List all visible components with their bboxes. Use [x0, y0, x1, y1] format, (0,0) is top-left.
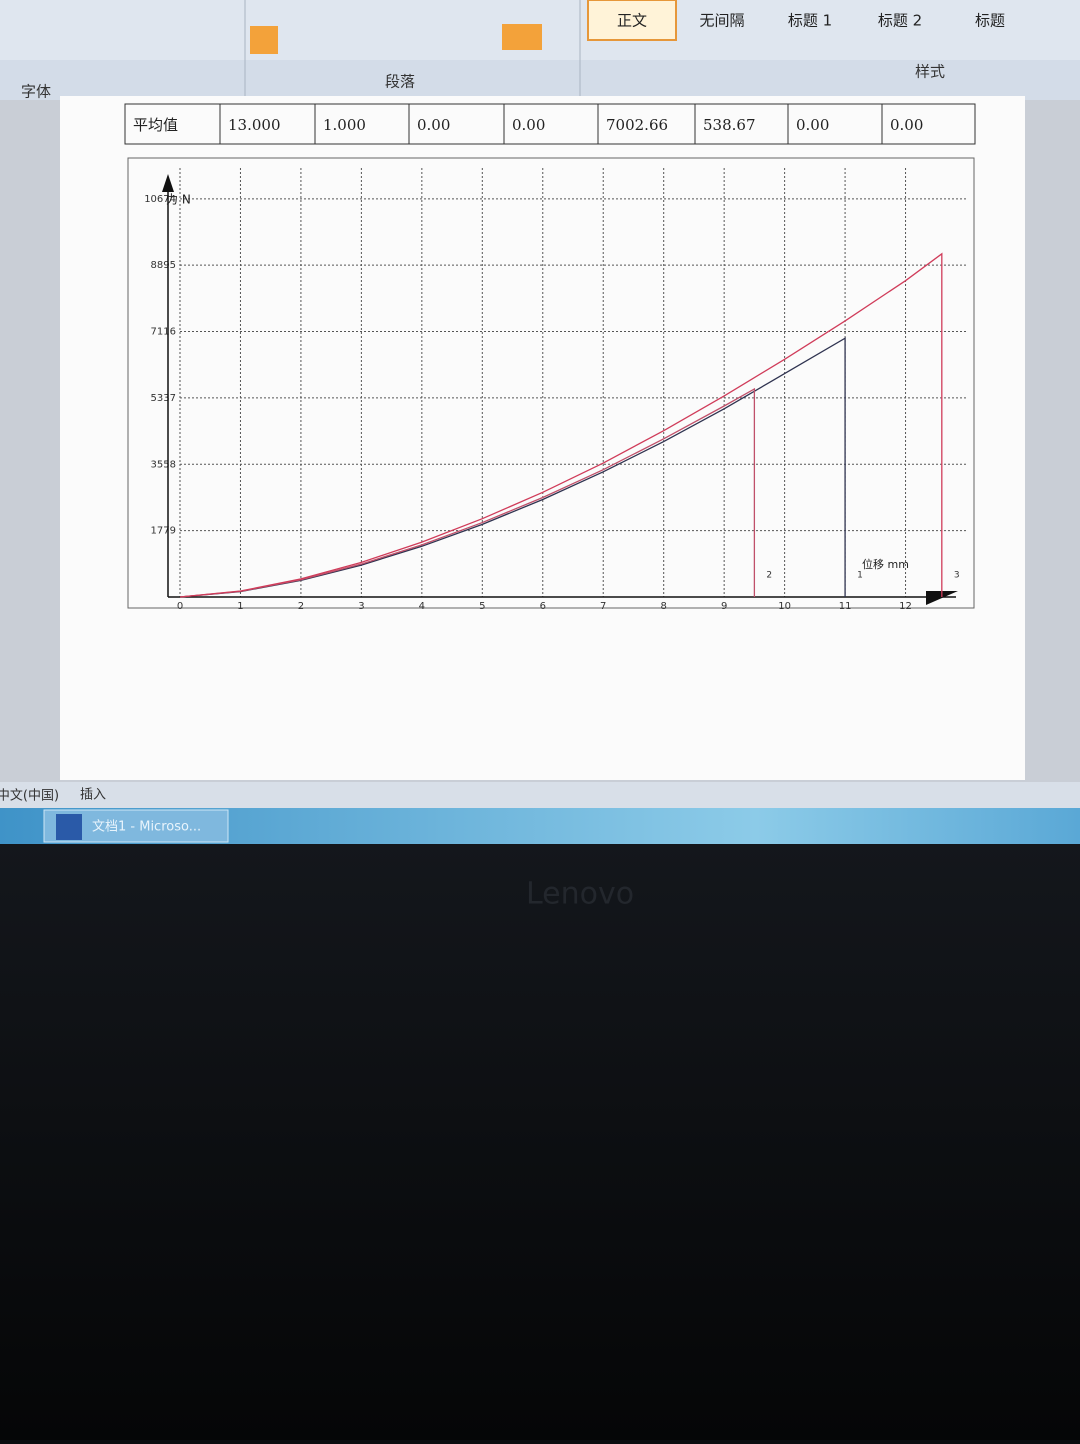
table-cell-text: 平均值	[133, 116, 178, 134]
y-tick-label: 7116	[151, 327, 176, 338]
y-tick-label: 8895	[151, 260, 176, 271]
style-name: 标题 2	[878, 12, 922, 30]
taskbar-window-title: 文档1 - Microso...	[92, 820, 201, 835]
y-tick-label: 3558	[151, 459, 176, 470]
x-tick-label: 1	[237, 601, 243, 612]
series-label: 3	[954, 571, 960, 581]
status-bar	[0, 782, 1080, 808]
status-language: 中文(中国)	[0, 789, 59, 804]
x-tick-label: 11	[839, 601, 852, 612]
table-cell-text: 0.00	[417, 116, 450, 134]
table-cell	[881, 103, 976, 145]
group-label: 样式	[915, 63, 945, 81]
style-name: 正文	[617, 12, 647, 30]
x-tick-label: 2	[298, 601, 304, 612]
table-cell-text: 7002.66	[606, 116, 668, 134]
x-tick-label: 8	[661, 601, 667, 612]
data-line	[179, 387, 756, 598]
x-tick-label: 4	[419, 601, 425, 612]
x-tick-label: 9	[721, 601, 727, 612]
monitor-brand: Lenovo	[526, 877, 634, 912]
align-left-button[interactable]	[250, 26, 278, 54]
group-label: 字体	[21, 83, 51, 101]
table-cell-text: 13.000	[228, 116, 281, 134]
style-name: 标题	[975, 12, 1005, 30]
y-tick-label: 10674	[144, 194, 176, 205]
y-axis-arrow	[162, 174, 174, 192]
word-icon	[56, 814, 82, 840]
data-line	[179, 252, 943, 598]
monitor-bezel	[0, 840, 1080, 1440]
table-cell-text: 0.00	[512, 116, 545, 134]
series-label: 2	[766, 571, 772, 581]
x-axis-label: 位移 mm	[862, 557, 909, 571]
x-tick-label: 7	[600, 601, 606, 612]
y-axis-label: 力 N	[166, 193, 191, 207]
x-tick-label: 5	[479, 601, 485, 612]
y-tick-label: 5337	[151, 393, 176, 404]
table-cell-text: 538.67	[703, 116, 756, 134]
status-mode: 插入	[80, 788, 106, 803]
group-label: 段落	[385, 73, 415, 91]
style-name: 无间隔	[699, 12, 744, 30]
ribbon-group-bar	[0, 60, 1080, 100]
style-name: 标题 1	[788, 12, 832, 30]
chart-frame	[127, 157, 975, 609]
style-selected[interactable]	[587, 0, 677, 41]
table-cell-text: 0.00	[890, 116, 923, 134]
x-tick-label: 6	[540, 601, 546, 612]
x-tick-label: 3	[358, 601, 364, 612]
x-tick-label: 12	[899, 601, 912, 612]
table-cell-text: 0.00	[796, 116, 829, 134]
x-tick-label: 10	[778, 601, 791, 612]
series-label: 1	[857, 571, 863, 581]
x-tick-label: 0	[177, 601, 183, 612]
table-cell-text: 1.000	[323, 116, 366, 134]
y-tick-label: 1779	[151, 526, 176, 537]
x-axis-arrow	[926, 591, 958, 605]
border-button[interactable]	[502, 24, 542, 50]
